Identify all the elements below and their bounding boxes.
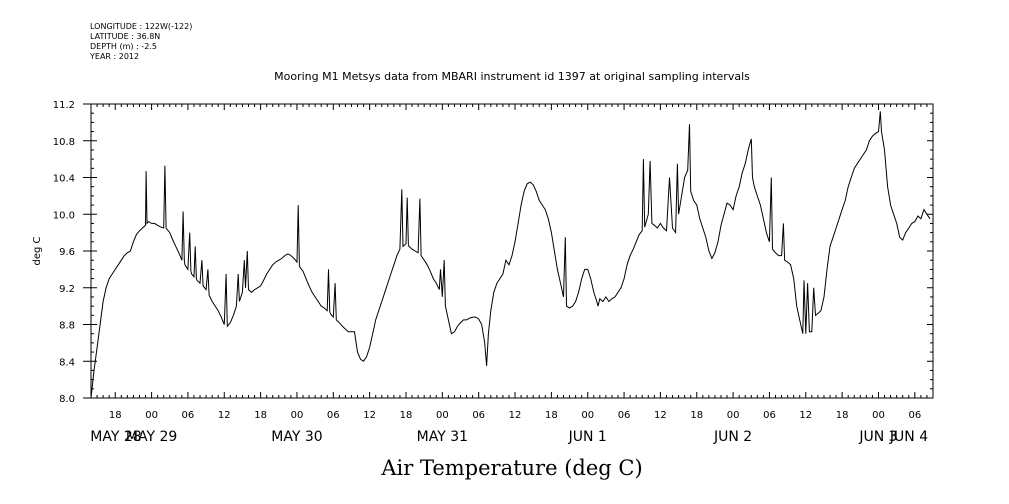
y-tick-label: 10.4: [53, 174, 75, 185]
y-tick-label: 10.0: [53, 210, 75, 221]
x-tick-label: 18: [836, 410, 849, 421]
latitude-label: LATITUDE : 36.8N: [90, 32, 161, 41]
x-tick-label: 12: [363, 410, 376, 421]
x-tick-label: 18: [545, 410, 558, 421]
x-axis-label: Air Temperature (deg C): [380, 456, 642, 480]
x-tick-label: 00: [291, 410, 304, 421]
x-tick-label: 06: [618, 410, 631, 421]
x-day-label: MAY 31: [417, 429, 468, 445]
x-tick-label: 00: [145, 410, 158, 421]
year-label: YEAR : 2012: [90, 52, 140, 61]
depth-label: DEPTH (m) : -2.5: [90, 42, 157, 51]
y-tick-label: 8.8: [59, 321, 75, 332]
x-day-label: JUN 3: [858, 429, 897, 445]
plot-frame: [90, 103, 934, 399]
air-temperature-series-line-0: [90, 111, 931, 399]
y-axis: 8.0 8.4 8.8 9.2 9.6 10.0 10.4 10.8 11.2: [53, 100, 933, 405]
x-tick-label: 18: [690, 410, 703, 421]
x-day-label: JUN 1: [568, 429, 607, 445]
y-axis-label: deg C: [32, 236, 43, 265]
x-tick-label: 06: [182, 410, 195, 421]
x-tick-label: 00: [436, 410, 449, 421]
x-tick-label: 18: [109, 410, 122, 421]
x-day-label: JUN 2: [713, 429, 752, 445]
y-tick-label: 9.2: [59, 284, 75, 295]
x-tick-label: 18: [254, 410, 267, 421]
x-tick-label: 06: [908, 410, 921, 421]
x-tick-label: 12: [799, 410, 812, 421]
y-tick-label: 10.8: [53, 137, 75, 148]
x-tick-label: 18: [400, 410, 413, 421]
x-axis: 18 00 06 12 18 00 06 12 18 00 06 12 18 00 06 12 18 00 06 12…: [90, 104, 934, 445]
x-day-label: JUN 4: [889, 429, 928, 445]
y-tick-label: 8.0: [59, 394, 75, 405]
y-tick-label: 8.4: [59, 357, 75, 368]
x-day-label: MAY 30: [271, 429, 322, 445]
x-tick-label: 00: [872, 410, 885, 421]
x-day-label: MAY 29: [126, 429, 177, 445]
x-tick-label: 12: [654, 410, 667, 421]
chart-title: Mooring M1 Metsys data from MBARI instru…: [274, 70, 750, 83]
y-tick-label: 11.2: [53, 100, 75, 111]
x-day-label: MAY 28: [90, 429, 141, 445]
series-layer: [90, 111, 931, 399]
longitude-label: LONGITUDE : 122W(-122): [90, 22, 193, 31]
y-tick-label: 9.6: [59, 247, 75, 258]
x-tick-label: 06: [472, 410, 485, 421]
x-tick-label: 06: [327, 410, 340, 421]
x-tick-label: 00: [581, 410, 594, 421]
x-tick-label: 06: [763, 410, 776, 421]
x-tick-label: 00: [727, 410, 740, 421]
x-tick-label: 12: [509, 410, 522, 421]
x-tick-label: 12: [218, 410, 231, 421]
